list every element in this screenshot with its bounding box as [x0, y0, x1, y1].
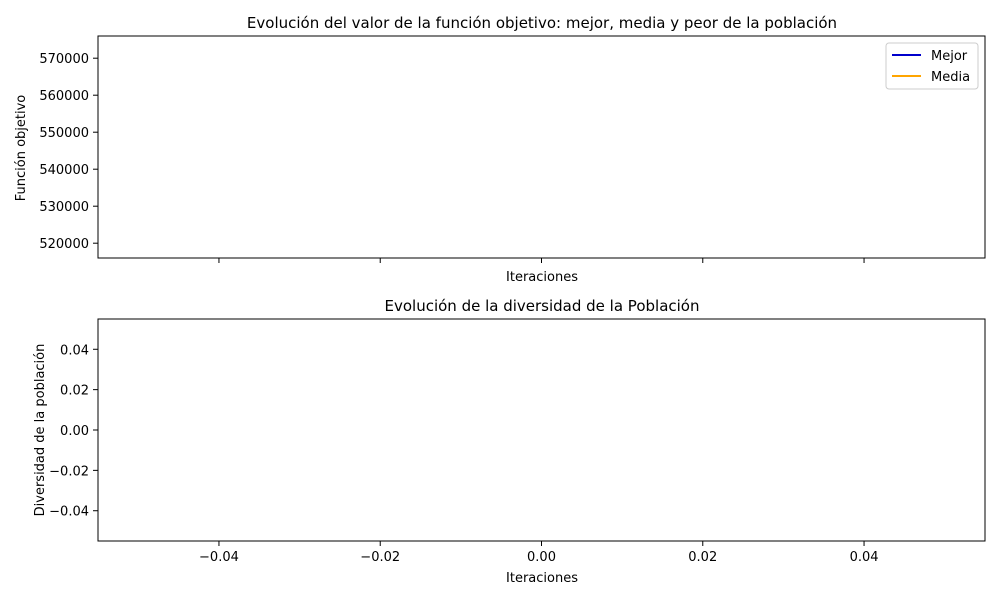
x-tick-label: −0.04 — [199, 550, 239, 565]
x-tick-label: 0.02 — [688, 550, 717, 565]
y-tick-label: 560000 — [39, 89, 89, 104]
y-tick-label: −0.02 — [49, 464, 89, 479]
x-axis-ticks-diversity: −0.04 −0.02 0.00 0.02 0.04 — [199, 541, 879, 565]
y-axis-ticks-diversity: −0.04 −0.02 0.00 0.02 0.04 — [49, 343, 98, 520]
y-axis-ticks-objective: 520000 530000 540000 550000 560000 570000 — [39, 52, 98, 252]
x-tick-label: 0.00 — [527, 550, 556, 565]
chart-title-diversity: Evolución de la diversidad de la Poblaci… — [385, 297, 700, 315]
x-axis-ticks-objective — [218, 258, 865, 263]
y-tick-label: 540000 — [39, 163, 89, 178]
chart-objective-function: Evolución del valor de la función objeti… — [14, 14, 986, 285]
chart-population-diversity: Evolución de la diversidad de la Poblaci… — [33, 297, 986, 586]
y-tick-label: 0.04 — [60, 343, 89, 358]
y-tick-label: 0.02 — [60, 384, 89, 399]
y-tick-label: 0.00 — [60, 424, 89, 439]
legend-label-mejor: Mejor — [931, 49, 968, 64]
legend-entry-mejor: Mejor — [892, 49, 968, 64]
y-tick-label: 570000 — [39, 52, 89, 67]
x-axis-label-objective: Iteraciones — [506, 270, 578, 285]
legend-objective: Mejor Media — [885, 42, 979, 90]
chart-title-objective: Evolución del valor de la función objeti… — [247, 14, 837, 32]
legend-label-media: Media — [931, 70, 970, 85]
x-tick-label: 0.04 — [850, 550, 879, 565]
y-tick-label: 550000 — [39, 126, 89, 141]
plot-area-objective — [97, 35, 986, 259]
plot-area-diversity — [97, 318, 986, 542]
y-axis-label-objective: Función objetivo — [14, 95, 29, 202]
y-tick-label: −0.04 — [49, 505, 89, 520]
y-tick-label: 530000 — [39, 200, 89, 215]
legend-entry-media: Media — [892, 70, 970, 85]
y-axis-label-diversity: Diversidad de la población — [33, 344, 48, 517]
x-axis-label-diversity: Iteraciones — [506, 571, 578, 586]
x-tick-label: −0.02 — [360, 550, 400, 565]
y-tick-label: 520000 — [39, 237, 89, 252]
